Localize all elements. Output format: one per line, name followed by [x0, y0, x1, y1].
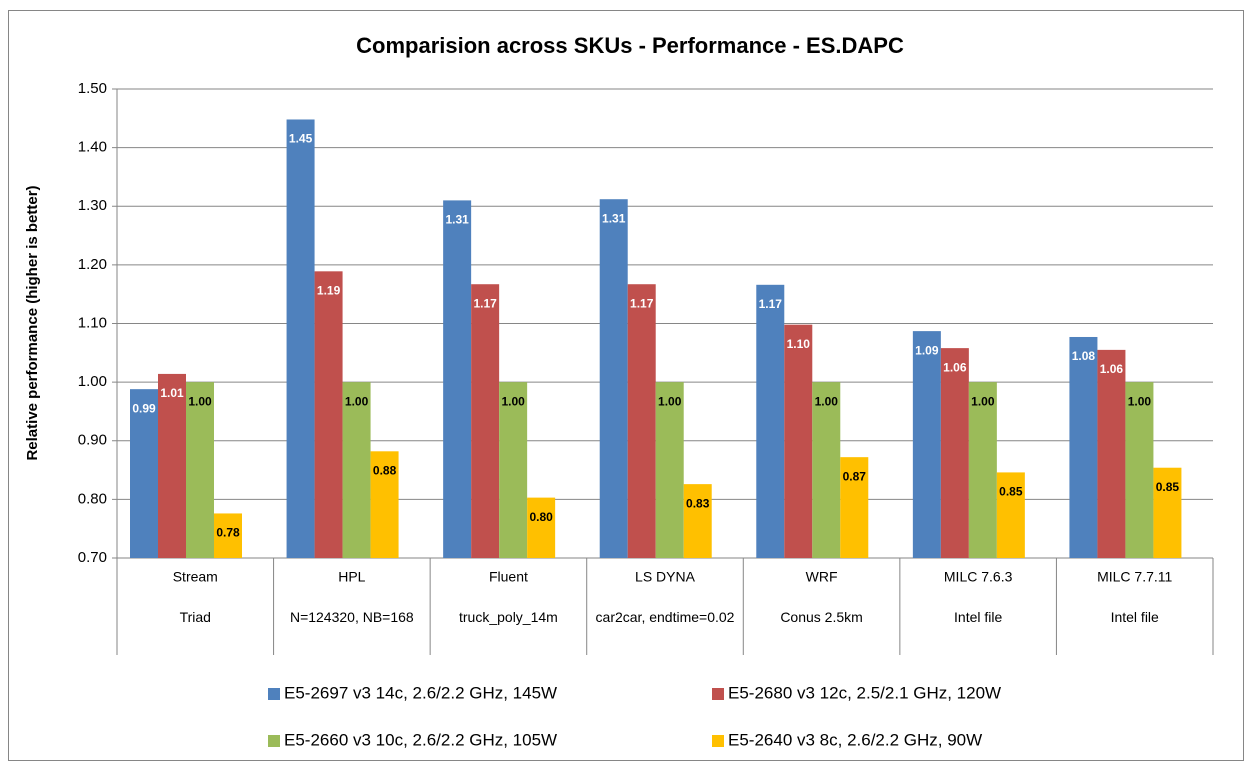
- value-label: 1.17: [473, 296, 497, 310]
- bar: [1153, 467, 1182, 558]
- y-tick-label: 1.50: [78, 80, 107, 97]
- bar: [627, 284, 656, 558]
- bar: [655, 382, 684, 558]
- value-label: 1.06: [1100, 362, 1124, 376]
- legend-swatch: [268, 735, 280, 747]
- chart-title: Comparision across SKUs - Performance - …: [356, 33, 904, 58]
- legend-label: E5-2660 v3 10c, 2.6/2.2 GHz, 105W: [284, 730, 557, 749]
- x-tick-detail: truck_poly_14m: [459, 609, 558, 625]
- bar: [996, 472, 1025, 558]
- y-tick-label: 1.10: [78, 314, 107, 331]
- x-tick-detail: Triad: [179, 609, 211, 625]
- bar: [286, 119, 315, 559]
- bar: [599, 199, 628, 558]
- bar: [1069, 336, 1098, 558]
- bar: [784, 324, 813, 558]
- x-tick-label: LS DYNA: [635, 569, 696, 585]
- value-label: 0.80: [529, 510, 553, 524]
- x-tick-detail: N=124320, NB=168: [289, 609, 414, 625]
- value-label: 0.87: [843, 469, 867, 483]
- x-tick-detail: Intel file: [1110, 609, 1159, 625]
- value-label: 1.10: [787, 337, 811, 351]
- value-label: 1.00: [971, 394, 995, 408]
- x-tick-label: Stream: [173, 569, 218, 585]
- bar: [342, 382, 371, 558]
- x-tick-detail: car2car, endtime=0.02: [595, 609, 735, 625]
- value-label: 1.31: [445, 213, 469, 227]
- bar: [1097, 349, 1126, 558]
- bar: [1125, 382, 1154, 558]
- bar: [314, 271, 343, 558]
- y-tick-label: 0.90: [78, 432, 107, 449]
- bar: [527, 497, 556, 558]
- value-label: 1.00: [501, 394, 525, 408]
- bar: [186, 382, 214, 558]
- bar: [443, 200, 472, 558]
- value-label: 1.17: [630, 296, 654, 310]
- value-label: 1.17: [759, 297, 783, 311]
- bar: [471, 284, 500, 558]
- bar: [130, 389, 158, 558]
- bar: [912, 331, 941, 558]
- y-tick-label: 0.80: [78, 490, 107, 507]
- bar: [840, 457, 869, 558]
- bar: [370, 451, 399, 558]
- value-label: 0.85: [999, 485, 1023, 499]
- x-tick-detail: Intel file: [954, 609, 1003, 625]
- y-tick-label: 1.40: [78, 139, 107, 156]
- value-label: 1.45: [289, 132, 313, 146]
- legend-swatch: [268, 688, 280, 700]
- bar: [940, 348, 969, 558]
- value-label: 1.00: [188, 394, 212, 408]
- legend-label: E5-2680 v3 12c, 2.5/2.1 GHz, 120W: [728, 683, 1001, 702]
- bar: [158, 373, 186, 558]
- value-label: 1.00: [1128, 394, 1152, 408]
- value-label: 1.19: [317, 283, 341, 297]
- bar: [968, 382, 997, 558]
- value-label: 0.88: [373, 463, 397, 477]
- x-tick-label: WRF: [806, 569, 838, 585]
- value-label: 1.08: [1072, 349, 1096, 363]
- y-tick-label: 1.00: [78, 373, 107, 390]
- x-tick-label: HPL: [338, 569, 365, 585]
- value-label: 1.31: [602, 211, 626, 225]
- bar: [683, 484, 712, 558]
- bar: [214, 513, 242, 558]
- x-tick-detail: Conus 2.5km: [780, 609, 863, 625]
- value-label: 1.09: [915, 343, 939, 357]
- x-tick-label: MILC 7.7.11: [1097, 569, 1172, 585]
- value-label: 1.06: [943, 360, 967, 374]
- value-label: 1.00: [815, 394, 839, 408]
- y-tick-label: 1.20: [78, 256, 107, 273]
- y-axis-label: Relative performance (higher is better): [24, 185, 41, 460]
- legend-label: E5-2640 v3 8c, 2.6/2.2 GHz, 90W: [728, 730, 982, 749]
- value-label: 0.99: [132, 401, 156, 415]
- y-tick-label: 1.30: [78, 197, 107, 214]
- value-label: 1.00: [658, 394, 682, 408]
- legend-label: E5-2697 v3 14c, 2.6/2.2 GHz, 145W: [284, 683, 557, 702]
- legend-swatch: [712, 735, 724, 747]
- x-tick-label: MILC 7.6.3: [944, 569, 1013, 585]
- legend-swatch: [712, 688, 724, 700]
- value-label: 0.85: [1156, 480, 1180, 494]
- x-tick-label: Fluent: [489, 569, 528, 585]
- y-tick-label: 0.70: [78, 549, 107, 566]
- bar: [756, 284, 785, 558]
- bar: [499, 382, 528, 558]
- value-label: 1.01: [160, 386, 184, 400]
- bar: [812, 382, 841, 558]
- value-label: 0.78: [216, 526, 240, 540]
- value-label: 1.00: [345, 394, 369, 408]
- value-label: 0.83: [686, 496, 710, 510]
